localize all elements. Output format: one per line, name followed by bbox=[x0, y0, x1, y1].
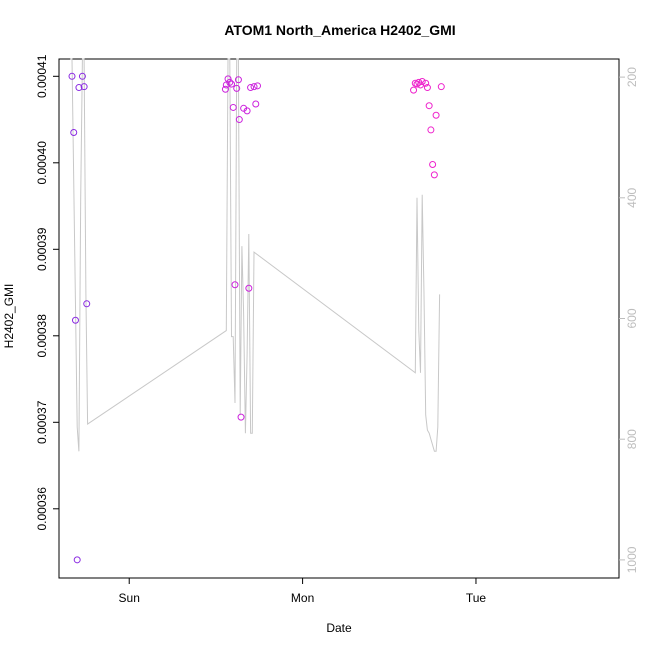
data-point bbox=[422, 79, 430, 87]
data-point bbox=[410, 86, 418, 94]
plot-frame bbox=[58, 58, 620, 579]
data-point bbox=[425, 102, 433, 110]
plot-area bbox=[58, 58, 620, 579]
right-axis: 200 400 600 800 1000 bbox=[619, 67, 639, 573]
x-axis: Sun Mon Tue bbox=[119, 578, 487, 605]
data-point bbox=[430, 171, 438, 179]
data-point bbox=[243, 107, 251, 115]
data-point bbox=[68, 72, 76, 80]
data-point bbox=[418, 77, 426, 85]
y-tick-label: 0.00036 bbox=[35, 487, 49, 531]
data-point bbox=[254, 82, 262, 90]
data-point bbox=[252, 100, 260, 108]
x-axis-label: Date bbox=[326, 621, 352, 635]
data-point bbox=[231, 281, 239, 289]
data-point bbox=[70, 129, 78, 137]
data-point bbox=[229, 103, 237, 111]
data-point bbox=[83, 300, 91, 308]
data-point bbox=[73, 556, 81, 564]
data-point bbox=[80, 83, 88, 91]
data-point bbox=[78, 72, 86, 80]
data-point bbox=[429, 161, 437, 169]
x-tick-label: Mon bbox=[291, 591, 314, 605]
y-tick-label: 0.00041 bbox=[35, 54, 49, 98]
x-tick-label: Sun bbox=[119, 591, 140, 605]
right-tick-label: 400 bbox=[625, 187, 639, 207]
y-axis: 0.00036 0.00037 0.00038 0.00039 0.00040 0.000… bbox=[35, 54, 59, 530]
series-line bbox=[70, 58, 441, 452]
data-point bbox=[224, 75, 232, 83]
right-tick-label: 1000 bbox=[625, 546, 639, 573]
y-axis-label: H2402_GMI bbox=[2, 284, 16, 349]
y-tick-label: 0.00039 bbox=[35, 227, 49, 271]
data-point bbox=[423, 84, 431, 92]
data-point bbox=[247, 84, 255, 92]
data-point bbox=[427, 126, 435, 134]
x-tick-label: Tue bbox=[466, 591, 487, 605]
data-point bbox=[221, 85, 229, 93]
series-points bbox=[68, 72, 445, 564]
chart-title: ATOM1 North_America H2402_GMI bbox=[224, 22, 455, 38]
data-point bbox=[250, 83, 258, 91]
data-point bbox=[437, 83, 445, 91]
y-tick-label: 0.00038 bbox=[35, 314, 49, 358]
data-point bbox=[234, 76, 242, 84]
data-point bbox=[237, 413, 245, 421]
data-point bbox=[432, 111, 440, 119]
right-tick-label: 800 bbox=[625, 429, 639, 449]
series-line-path bbox=[70, 58, 441, 452]
data-point bbox=[75, 84, 83, 92]
data-point bbox=[226, 78, 234, 86]
data-point bbox=[245, 284, 253, 292]
data-point bbox=[233, 84, 241, 92]
data-point bbox=[235, 116, 243, 124]
right-tick-label: 600 bbox=[625, 308, 639, 328]
data-point bbox=[228, 80, 236, 88]
y-tick-label: 0.00040 bbox=[35, 141, 49, 185]
y-tick-label: 0.00037 bbox=[35, 400, 49, 444]
right-tick-label: 200 bbox=[625, 67, 639, 87]
data-point bbox=[71, 316, 79, 324]
